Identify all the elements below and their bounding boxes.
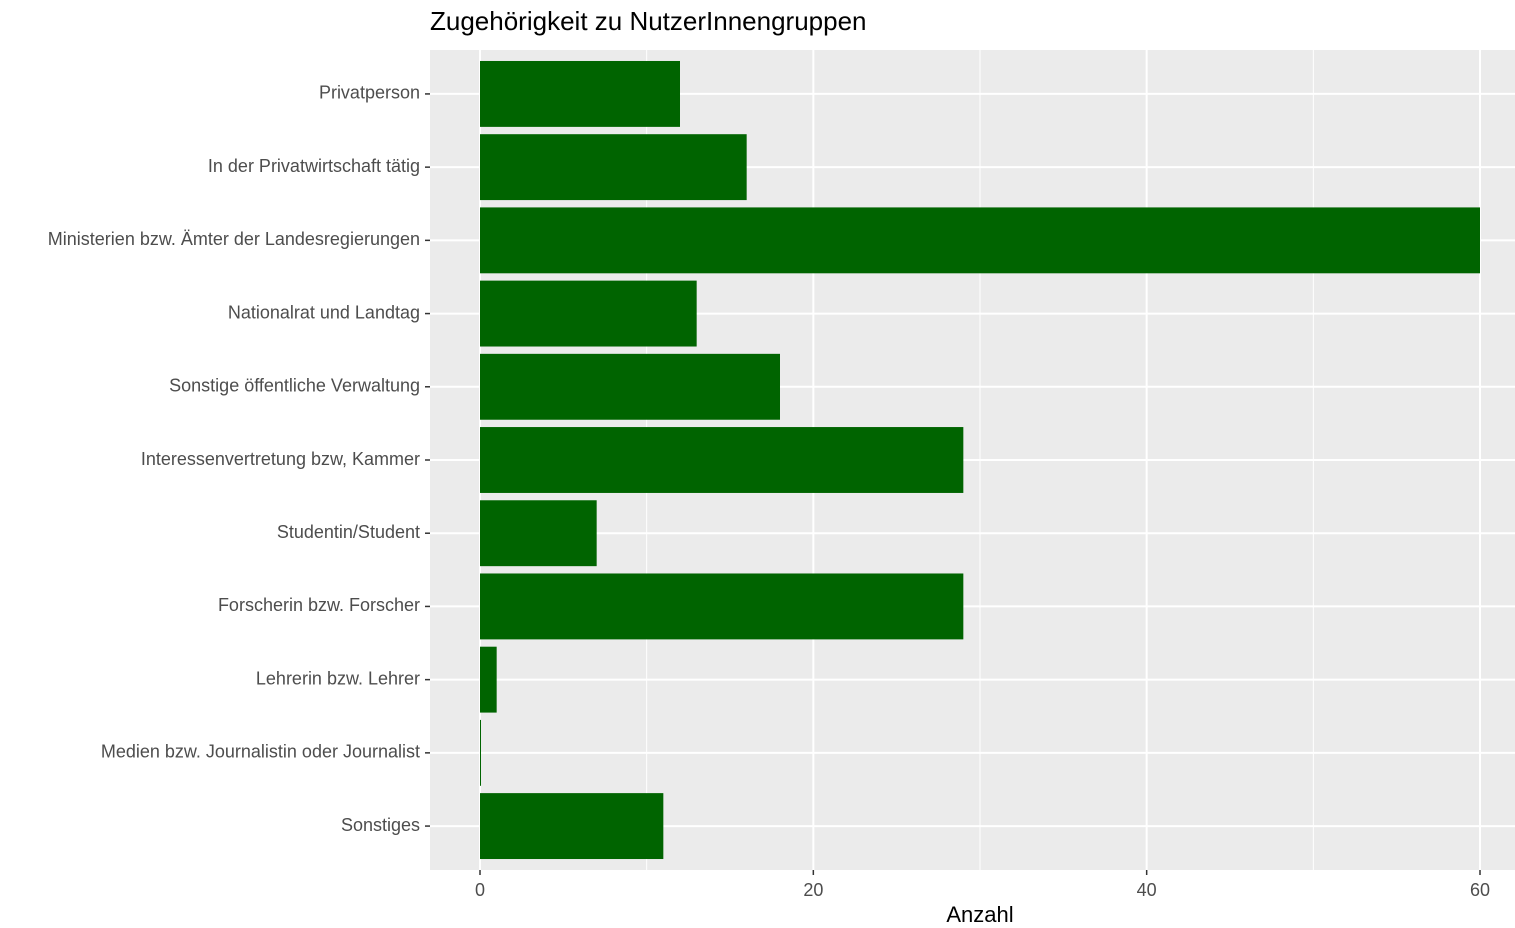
bar [480, 207, 1480, 274]
bar [480, 500, 597, 567]
bar [480, 719, 481, 786]
y-tick-label: Interessenvertretung bzw, Kammer [141, 449, 420, 469]
y-tick-label: Studentin/Student [277, 522, 420, 542]
y-tick-label: In der Privatwirtschaft tätig [208, 156, 420, 176]
x-tick-label: 40 [1137, 880, 1157, 900]
bar [480, 427, 964, 493]
x-tick-label: 20 [803, 880, 823, 900]
x-tick-label: 60 [1470, 880, 1490, 900]
bar [480, 280, 697, 347]
bar [480, 646, 497, 713]
y-tick-label: Privatperson [319, 83, 420, 103]
bar [480, 353, 780, 420]
x-tick-label: 0 [475, 880, 485, 900]
y-tick-label: Nationalrat und Landtag [228, 302, 420, 322]
bar [480, 134, 747, 201]
bar [480, 60, 680, 127]
y-tick-label: Lehrerin bzw. Lehrer [256, 668, 420, 688]
chart-title: Zugehörigkeit zu NutzerInnengruppen [430, 6, 867, 36]
y-tick-label: Ministerien bzw. Ämter der Landesregieru… [48, 229, 420, 249]
bar [480, 573, 964, 640]
y-tick-label: Sonstiges [341, 815, 420, 835]
y-tick-label: Forscherin bzw. Forscher [218, 595, 420, 615]
y-tick-label: Medien bzw. Journalistin oder Journalist [101, 742, 420, 762]
x-axis-label: Anzahl [946, 902, 1013, 927]
y-tick-label: Sonstige öffentliche Verwaltung [169, 376, 420, 396]
bar [480, 793, 664, 860]
